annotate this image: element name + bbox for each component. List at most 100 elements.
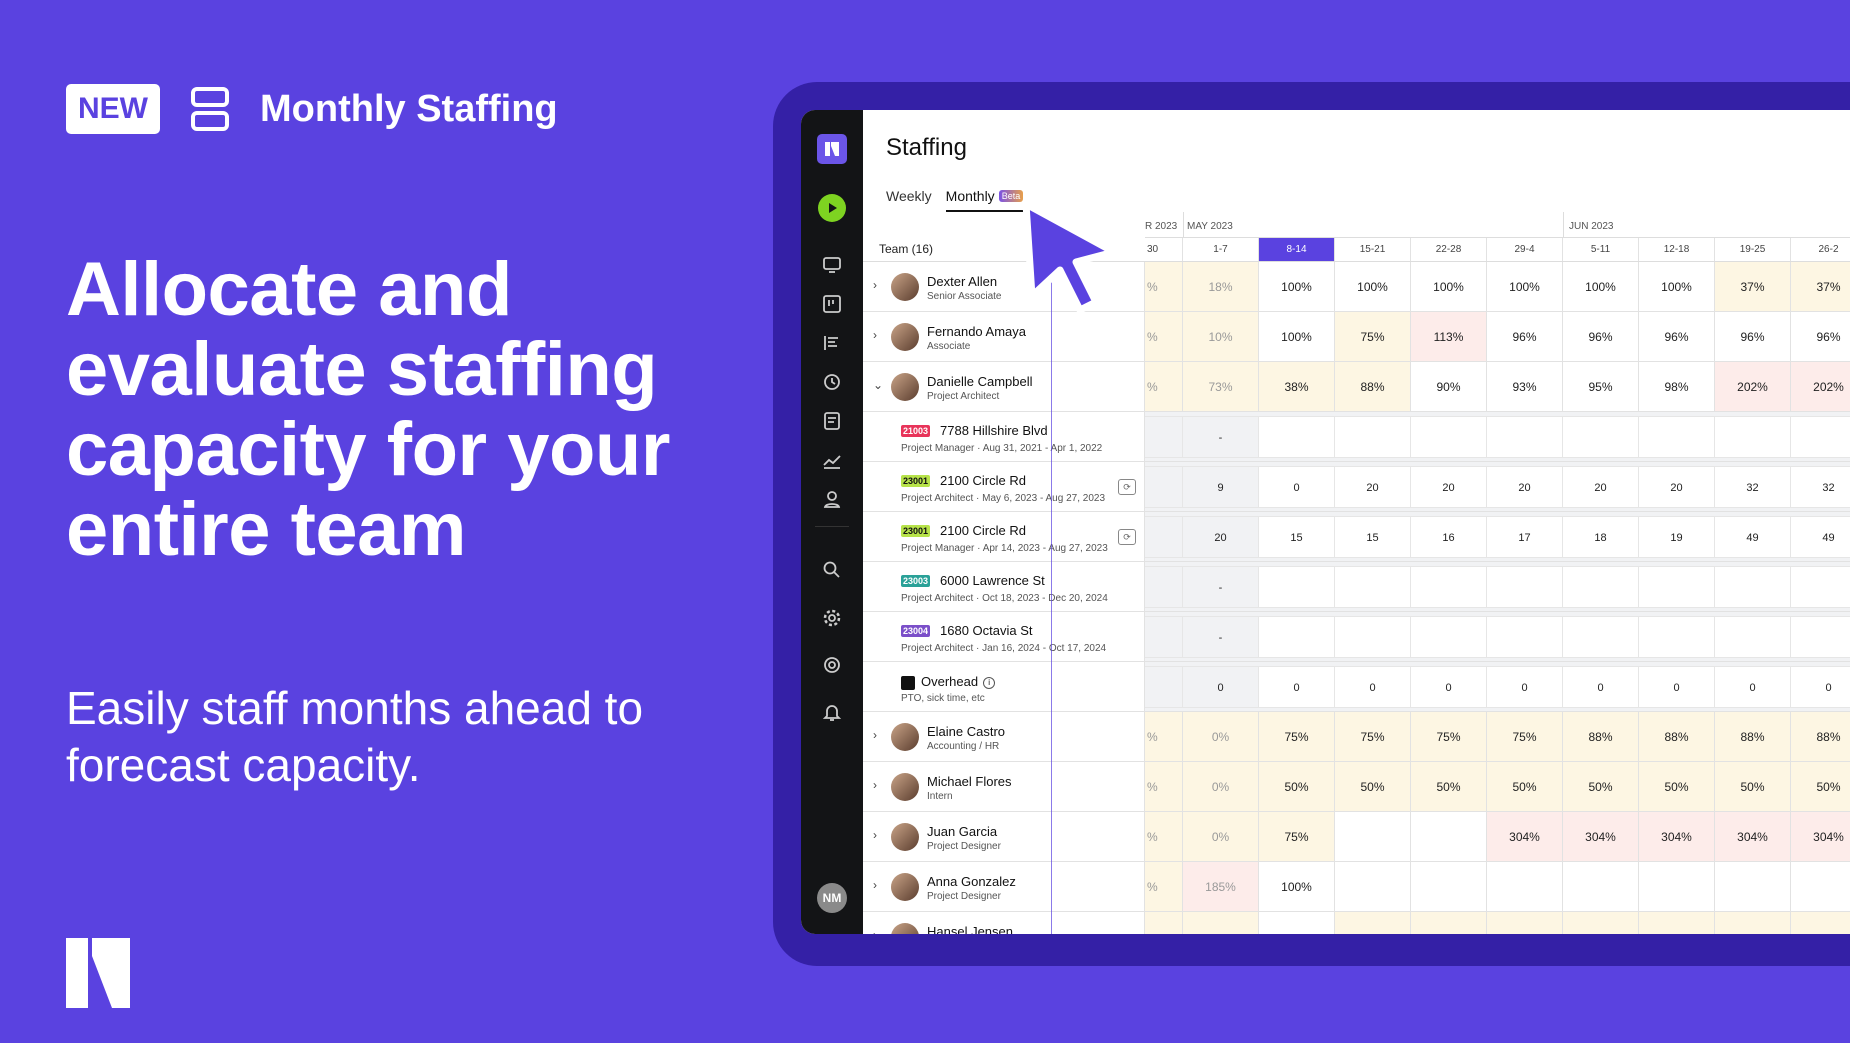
allocation-cell[interactable]: 0 xyxy=(1563,666,1639,708)
person-icon[interactable] xyxy=(821,488,843,510)
allocation-cell[interactable] xyxy=(1335,812,1411,861)
allocation-cell[interactable] xyxy=(1145,416,1183,458)
allocation-cell[interactable]: - xyxy=(1183,416,1259,458)
allocation-cell[interactable] xyxy=(1715,912,1791,934)
sync-icon[interactable]: ⟳ xyxy=(1118,529,1136,545)
allocation-cell[interactable]: 88% xyxy=(1335,362,1411,411)
allocation-cell[interactable]: 96% xyxy=(1715,312,1791,361)
allocation-cell[interactable]: 18 xyxy=(1563,516,1639,558)
allocation-cell[interactable]: 100% xyxy=(1411,262,1487,311)
allocation-cell[interactable]: 50% xyxy=(1259,762,1335,811)
allocation-cell[interactable]: 96% xyxy=(1487,312,1563,361)
allocation-cell[interactable]: 20 xyxy=(1639,466,1715,508)
allocation-cell[interactable] xyxy=(1335,566,1411,608)
allocation-cell[interactable] xyxy=(1411,566,1487,608)
allocation-cell[interactable]: 17 xyxy=(1487,516,1563,558)
week-header-cell[interactable]: 30 xyxy=(1145,238,1183,261)
allocation-cell[interactable] xyxy=(1639,566,1715,608)
allocation-cell[interactable]: 96% xyxy=(1791,312,1850,361)
chevron-icon[interactable]: › xyxy=(873,778,877,792)
allocation-cell[interactable] xyxy=(1563,862,1639,911)
project-row[interactable]: 23003 6000 Lawrence St Project Architect ·… xyxy=(863,562,1145,612)
project-row[interactable]: 23001 2100 Circle Rd Project Architect · M… xyxy=(863,462,1145,512)
bell-icon[interactable] xyxy=(821,701,843,723)
allocation-cell[interactable]: 304% xyxy=(1715,812,1791,861)
allocation-cell[interactable]: 37% xyxy=(1791,262,1850,311)
allocation-cell[interactable]: 113% xyxy=(1411,312,1487,361)
allocation-cell[interactable] xyxy=(1791,616,1850,658)
allocation-cell[interactable]: 88% xyxy=(1715,712,1791,761)
allocation-cell[interactable] xyxy=(1145,466,1183,508)
allocation-cell[interactable]: 20 xyxy=(1335,466,1411,508)
allocation-cell[interactable]: 96% xyxy=(1639,312,1715,361)
allocation-cell[interactable]: 100% xyxy=(1259,862,1335,911)
allocation-cell[interactable] xyxy=(1145,516,1183,558)
project-row[interactable]: 21003 7788 Hillshire Blvd Project Manager … xyxy=(863,412,1145,462)
allocation-cell[interactable] xyxy=(1639,862,1715,911)
allocation-cell[interactable]: - xyxy=(1183,616,1259,658)
team-member-row[interactable]: › Juan Garcia Project Designer xyxy=(863,812,1145,862)
allocation-cell[interactable] xyxy=(1259,416,1335,458)
week-header-cell[interactable]: 5-11 xyxy=(1563,238,1639,261)
allocation-cell[interactable]: 100% xyxy=(1259,312,1335,361)
allocation-cell[interactable] xyxy=(1715,416,1791,458)
project-row[interactable]: 23001 2100 Circle Rd Project Manager · Apr… xyxy=(863,512,1145,562)
allocation-cell[interactable]: 96% xyxy=(1563,312,1639,361)
allocation-cell[interactable]: 100% xyxy=(1335,262,1411,311)
allocation-cell[interactable]: % xyxy=(1145,362,1183,411)
allocation-cell[interactable]: % xyxy=(1145,312,1183,361)
allocation-cell[interactable]: 50% xyxy=(1335,762,1411,811)
allocation-cell[interactable]: 20 xyxy=(1183,516,1259,558)
week-header-cell[interactable]: 15-21 xyxy=(1335,238,1411,261)
allocation-cell[interactable]: 75% xyxy=(1335,712,1411,761)
allocation-cell[interactable]: 75% xyxy=(1259,712,1335,761)
week-header-cell[interactable]: 29-4 xyxy=(1487,238,1563,261)
allocation-cell[interactable]: 32 xyxy=(1715,466,1791,508)
allocation-cell[interactable]: 20 xyxy=(1487,466,1563,508)
help-icon[interactable] xyxy=(821,654,843,676)
allocation-cell[interactable]: 100% xyxy=(1259,262,1335,311)
allocation-cell[interactable] xyxy=(1715,566,1791,608)
gantt-icon[interactable] xyxy=(821,332,843,354)
allocation-cell[interactable] xyxy=(1715,616,1791,658)
allocation-cell[interactable]: % xyxy=(1145,812,1183,861)
allocation-cell[interactable]: 16 xyxy=(1411,516,1487,558)
search-icon[interactable] xyxy=(821,559,843,581)
allocation-cell[interactable]: 0 xyxy=(1411,666,1487,708)
allocation-cell[interactable]: 49 xyxy=(1715,516,1791,558)
allocation-cell[interactable]: 0 xyxy=(1259,666,1335,708)
allocation-cell[interactable] xyxy=(1411,912,1487,934)
allocation-cell[interactable] xyxy=(1487,416,1563,458)
project-row[interactable]: 23004 1680 Octavia St Project Architect · … xyxy=(863,612,1145,662)
allocation-cell[interactable]: 38% xyxy=(1259,362,1335,411)
gear-icon[interactable] xyxy=(821,607,843,629)
team-member-row[interactable]: › Hansel Jensen xyxy=(863,912,1145,934)
allocation-cell[interactable] xyxy=(1791,416,1850,458)
sync-icon[interactable]: ⟳ xyxy=(1118,479,1136,495)
allocation-cell[interactable] xyxy=(1259,616,1335,658)
allocation-cell[interactable]: % xyxy=(1145,762,1183,811)
allocation-cell[interactable]: 75% xyxy=(1259,812,1335,861)
allocation-cell[interactable]: 0 xyxy=(1639,666,1715,708)
allocation-cell[interactable]: 304% xyxy=(1563,812,1639,861)
allocation-cell[interactable]: 20 xyxy=(1563,466,1639,508)
chevron-icon[interactable]: › xyxy=(873,328,877,342)
allocation-cell[interactable]: 0 xyxy=(1259,466,1335,508)
allocation-cell[interactable]: 0% xyxy=(1183,712,1259,761)
allocation-cell[interactable]: 75% xyxy=(1335,312,1411,361)
allocation-cell[interactable] xyxy=(1411,416,1487,458)
week-header-cell[interactable]: 8-14 xyxy=(1259,238,1335,261)
chevron-icon[interactable]: › xyxy=(873,728,877,742)
team-member-row[interactable]: › Michael Flores Intern xyxy=(863,762,1145,812)
allocation-cell[interactable]: % xyxy=(1145,712,1183,761)
allocation-cell[interactable] xyxy=(1411,616,1487,658)
trend-icon[interactable] xyxy=(821,449,843,471)
allocation-cell[interactable]: 88% xyxy=(1639,712,1715,761)
allocation-cell[interactable]: 98% xyxy=(1639,362,1715,411)
allocation-cell[interactable] xyxy=(1487,566,1563,608)
allocation-cell[interactable]: 304% xyxy=(1791,812,1850,861)
allocation-cell[interactable]: 0 xyxy=(1183,666,1259,708)
allocation-cell[interactable] xyxy=(1335,416,1411,458)
allocation-cell[interactable] xyxy=(1335,862,1411,911)
allocation-cell[interactable]: 32 xyxy=(1791,466,1850,508)
